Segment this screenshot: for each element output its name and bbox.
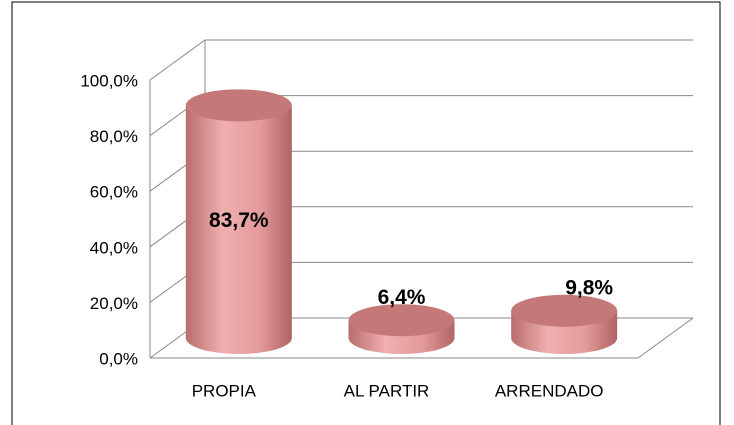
cylinder-top [185, 89, 292, 122]
floor [150, 317, 694, 359]
grid-line [149, 39, 693, 81]
value-label: 83,7% [209, 209, 269, 232]
x-tick-label: ARRENDADO [495, 381, 604, 400]
y-tick-label: 80,0% [90, 127, 138, 146]
y-tick-label: 100,0% [80, 71, 138, 90]
x-tick-label: PROPIA [192, 381, 257, 400]
chart-border [11, 1, 721, 425]
cylinder-top [348, 304, 455, 337]
y-tick-label: 40,0% [90, 238, 138, 257]
value-label: 9,8% [565, 276, 613, 299]
y-tick-label: 0,0% [99, 349, 138, 368]
value-label: 6,4% [378, 286, 426, 309]
x-tick-label: AL PARTIR [344, 381, 430, 400]
y-tick-label: 60,0% [90, 183, 138, 202]
y-tick-label: 20,0% [90, 294, 138, 313]
cylinder-body [185, 105, 292, 355]
cylinder-top [511, 294, 618, 327]
